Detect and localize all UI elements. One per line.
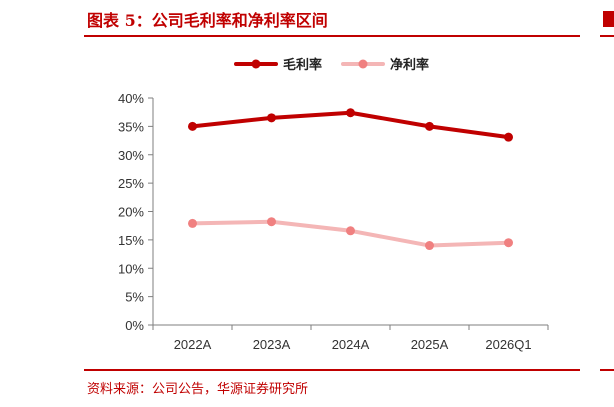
y-tick-label: 35%	[118, 119, 144, 134]
chart-legend: 毛利率 净利率	[234, 57, 429, 73]
gross-margin-legend-label: 毛利率	[283, 57, 322, 73]
x-axis: 2022A 2023A 2024A 2025A 2026Q1	[152, 324, 549, 352]
y-tick-label: 30%	[118, 148, 144, 163]
y-tick-label: 20%	[118, 205, 144, 220]
net-margin-point	[504, 238, 513, 248]
x-tick-label: 2023A	[253, 337, 291, 352]
y-tick-label: 5%	[125, 290, 144, 305]
gross-margin-point	[188, 121, 197, 131]
gross-margin-legend-marker	[251, 59, 261, 69]
gross-margin-point	[425, 121, 434, 131]
y-tick-label: 10%	[118, 261, 144, 276]
net-margin-point	[425, 241, 434, 251]
adjacent-source-rule	[600, 369, 614, 371]
source-rule	[84, 369, 580, 371]
net-margin-legend-label: 净利率	[390, 57, 429, 73]
adjacent-figure-marker	[603, 11, 614, 27]
source-note: 资料来源：公司公告，华源证券研究所	[87, 382, 309, 397]
gross-margin-point	[504, 132, 513, 142]
y-tick-label: 25%	[118, 176, 144, 191]
series-layer	[188, 108, 513, 251]
net-margin-point	[188, 218, 197, 228]
y-tick-label: 40%	[118, 91, 144, 106]
net-margin-point	[346, 226, 355, 236]
y-tick-label: 0%	[125, 318, 144, 333]
y-axis: 0% 5% 10% 15% 20% 25% 30% 35% 40%	[118, 91, 154, 333]
adjacent-title-rule	[600, 35, 614, 37]
x-tick-label: 2025A	[411, 337, 449, 352]
gross-margin-point	[346, 108, 355, 118]
x-tick-label: 2024A	[332, 337, 370, 352]
x-tick-label: 2026Q1	[485, 337, 531, 352]
net-margin-point	[267, 217, 276, 227]
title-rule	[84, 35, 580, 37]
figure-title: 图表 5：公司毛利率和净利率区间	[87, 11, 328, 30]
net-margin-legend-marker	[358, 59, 368, 69]
gross-margin-point	[267, 113, 276, 123]
y-tick-label: 15%	[118, 233, 144, 248]
x-tick-label: 2022A	[174, 337, 212, 352]
